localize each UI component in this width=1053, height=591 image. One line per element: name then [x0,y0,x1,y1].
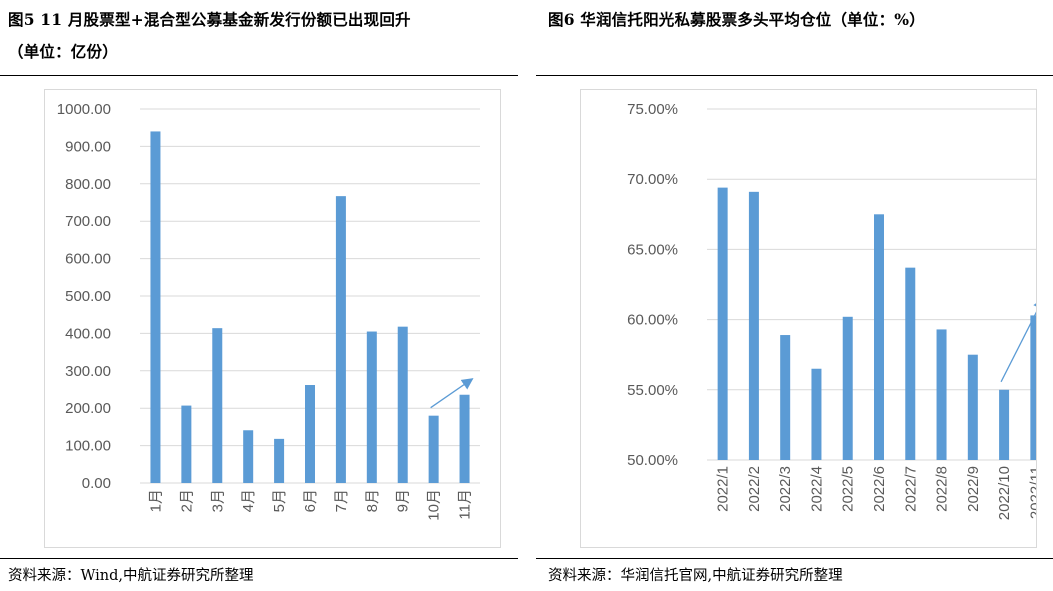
figure-6-bar [1030,315,1036,460]
figure-6-x-tick-label: 2022/5 [840,466,857,512]
figure-6-x-tick-label: 2022/2 [746,466,763,512]
figure-5-bar [243,430,254,483]
figure-5-x-tick-label: 7月 [333,489,350,512]
figure-5-bar [459,394,470,483]
figure-5-x-tick-label: 3月 [209,489,226,512]
figure-5-x-tick-label: 2月 [178,489,195,512]
figure-6-y-tick-label: 55.00% [627,382,678,399]
figure-5-bar [366,331,377,483]
figure-5-y-tick-label: 400.00 [65,325,111,342]
figure-5-x-tick-label: 8月 [364,489,381,512]
figure-5-trend-arrow [430,378,474,409]
figure-5-chart: 0.00 100.00 200.00 300.00 400.00 500.00 600.00… [44,89,501,548]
figure-6-y-tick-label: 70.00% [627,171,678,188]
figure-6-y-tick-label: 60.00% [627,312,678,329]
figure-6-bar [717,187,728,460]
figure-5-x-tick-label: 1月 [147,489,164,512]
figure-5-y-tick-label: 0.00 [82,475,111,492]
figure-5-title: 图5 11 月股票型+混合型公募基金新发行份额已出现回升 （单位：亿份） [8,4,513,68]
figure-5-bar [305,385,315,483]
figure-6-trend-arrow [1000,297,1036,383]
figure-6-x-tick-label: 2022/7 [902,466,919,512]
figure-5-panel: 图5 11 月股票型+混合型公募基金新发行份额已出现回升 （单位：亿份） 0.0… [0,0,518,591]
figure-6-x-tick-label: 2022/1 [715,466,732,512]
figure-6-source: 资料来源：华润信托官网,中航证券研究所整理 [548,568,843,584]
figure-5-bar [181,405,192,483]
figure-5-y-tick-label: 500.00 [65,288,111,305]
figure-5-x-tick-label: 11月 [457,489,474,520]
figure-5-bar [335,196,346,483]
figure-6-chart: 50.00% 55.00% 60.00% 65.00% 70.00% 75.00% 2022… [580,89,1037,548]
figure-6-x-tick-label: 2022/9 [965,466,982,512]
figure-6-bar [999,389,1010,460]
figure-6-y-tick-label: 75.00% [627,101,678,118]
figure-5-y-tick-label: 1000.00 [57,101,111,118]
figure-5-x-tick-label: 10月 [426,489,443,521]
figure-6-title: 图6 华润信托阳光私募股票多头平均仓位（单位：%） [548,4,1053,36]
figure-5-bar [212,328,223,483]
figure-6-x-tick-label: 2022/10 [996,466,1013,520]
figure-5-source: 资料来源：Wind,中航证券研究所整理 [8,568,254,584]
figure-6-x-tick-label: 2022/3 [777,466,794,512]
figure-6-top-rule [536,75,1053,76]
figure-6-bar [905,267,916,460]
figure-5-title-line2: （单位：亿份） [8,42,118,61]
figure-6-bar [811,368,822,460]
figure-6-x-tick-label: 2022/4 [808,466,825,512]
figure-5-title-line1: 图5 11 月股票型+混合型公募基金新发行份额已出现回升 [8,10,411,29]
figure-6-chart-svg: 50.00% 55.00% 60.00% 65.00% 70.00% 75.00% 2022… [627,101,1036,520]
figure-5-chart-svg: 0.00 100.00 200.00 300.00 400.00 500.00 600.00… [57,101,480,521]
figure-6-bottom-rule [536,558,1053,559]
figure-6-x-tick-label: 2022/6 [871,466,888,512]
figure-5-x-tick-label: 9月 [395,489,412,512]
figure-5-x-tick-label: 6月 [302,489,319,512]
figure-5-bar [428,415,439,483]
figure-6-title-line1: 图6 华润信托阳光私募股票多头平均仓位（单位：%） [548,10,925,29]
figure-5-y-tick-label: 600.00 [65,251,111,268]
figure-5-x-tick-label: 4月 [240,489,257,512]
figure-6-bar [748,191,759,460]
figure-5-y-tick-label: 700.00 [65,213,111,230]
figure-5-x-tick-label: 5月 [271,489,288,512]
figure-5-y-tick-label: 200.00 [65,400,111,417]
figure-5-y-tick-label: 100.00 [65,438,111,455]
figure-5-top-rule [0,75,518,76]
figure-5-bar [150,131,161,483]
figure-5-bar [274,438,285,483]
figure-6-bar [936,329,947,460]
figure-5-y-tick-label: 300.00 [65,363,111,380]
figure-6-panel: 图6 华润信托阳光私募股票多头平均仓位（单位：%） 50.00% 55.00% 60… [536,0,1053,591]
figure-6-bar [967,354,978,460]
figure-6-bar [842,316,853,460]
figure-5-y-tick-label: 900.00 [65,138,111,155]
figure-6-x-tick-label: 2022/8 [934,466,951,512]
figure-6-bar [874,214,884,460]
figure-6-x-tick-label: 2022/11 [1027,466,1036,519]
figure-6-bar [780,335,791,460]
figure-6-y-tick-label: 65.00% [627,241,678,258]
figure-6-y-tick-label: 50.00% [627,452,678,469]
figure-5-y-tick-label: 800.00 [65,176,111,193]
figure-5-bottom-rule [0,558,518,559]
figure-5-bar [397,326,408,483]
